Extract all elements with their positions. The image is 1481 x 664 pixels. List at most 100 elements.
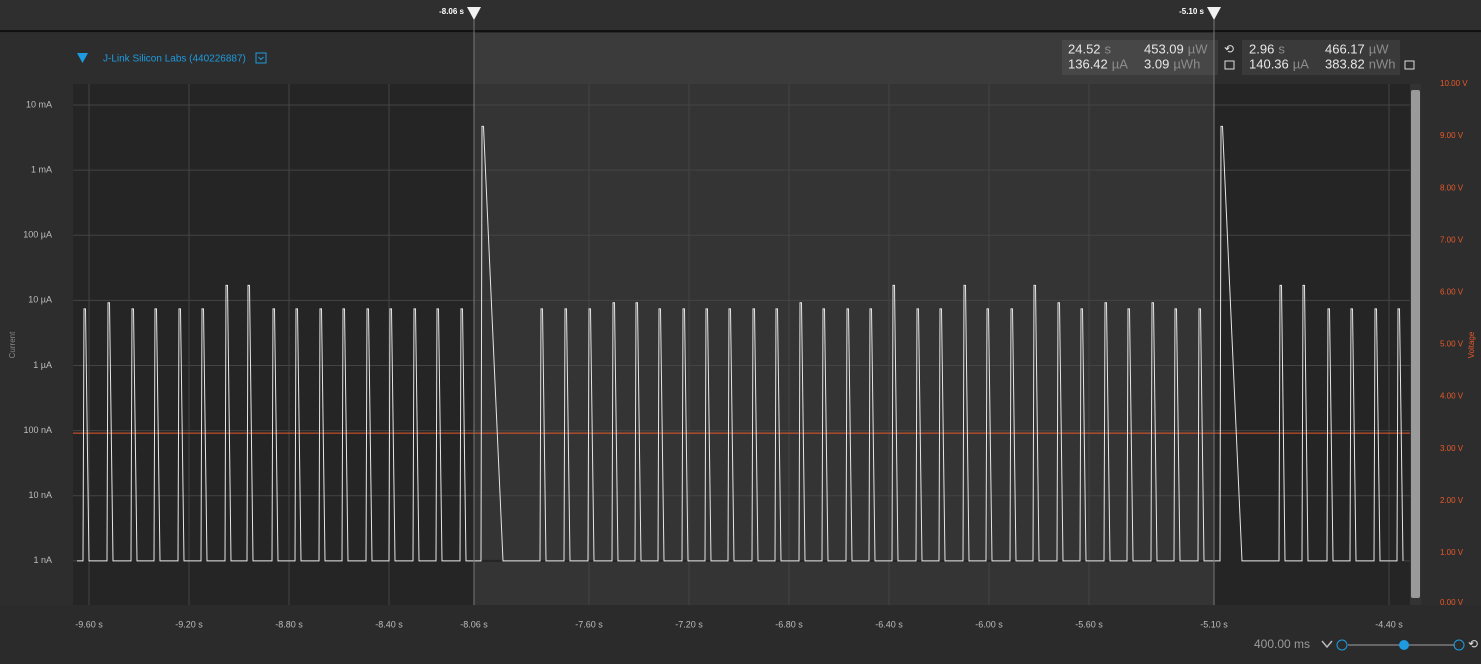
current-pulse: [1301, 284, 1309, 561]
pulse-gap: [342, 559, 348, 562]
scrollbar-thumb[interactable]: [1411, 90, 1420, 598]
y2-tick-label: 5.00 V: [1440, 340, 1464, 349]
current-pulse: [1326, 308, 1334, 561]
stat-value: 453.09: [1144, 41, 1184, 56]
current-pulse: [1126, 308, 1134, 561]
current-pulse: [704, 308, 712, 561]
pulse-gap: [272, 559, 278, 562]
pulse-gap: [178, 559, 184, 562]
current-pulse: [774, 308, 782, 561]
stat-value: 3.09: [1144, 56, 1169, 71]
collapse-icon[interactable]: [77, 53, 88, 63]
export-icon[interactable]: [1404, 60, 1415, 70]
stat-unit: s: [1278, 41, 1285, 56]
pulse-gap: [1104, 559, 1110, 562]
y2-tick-label: 0.00 V: [1440, 598, 1464, 607]
current-pulse: [271, 308, 279, 561]
selection-region: [474, 33, 1214, 605]
y-axis-label: Current: [8, 331, 17, 358]
pulse-gap: [939, 559, 945, 562]
current-pulse: [365, 308, 373, 561]
current-pulse: [412, 308, 420, 561]
stat-value: 136.42: [1068, 56, 1108, 71]
pulse-gap: [295, 559, 301, 562]
x-tick-label: -8.80 s: [275, 619, 303, 629]
pulse-gap: [564, 559, 570, 562]
current-pulse: [1197, 308, 1205, 561]
current-pulse: [1150, 302, 1158, 561]
reset-icon[interactable]: ⟲: [1224, 42, 1234, 56]
pulse-gap: [366, 559, 372, 562]
x-tick-label: -6.80 s: [775, 619, 803, 629]
current-pulse: [751, 308, 759, 561]
y-tick-label: 10 nA: [28, 490, 52, 500]
y2-tick-label: 6.00 V: [1440, 288, 1464, 297]
stat-value: 2.96: [1249, 41, 1274, 56]
current-pulse: [246, 284, 254, 561]
x-tick-label: -8.40 s: [375, 619, 403, 629]
x-tick-label: -4.40 s: [1375, 619, 1403, 629]
device-menu[interactable]: [255, 52, 267, 64]
stat-unit: s: [1105, 41, 1112, 56]
y2-axis-label: Voltage: [1467, 331, 1476, 358]
current-pulse: [891, 284, 899, 561]
export-icon[interactable]: [1224, 60, 1235, 70]
pulse-gap: [201, 559, 207, 562]
pulse-gap: [986, 559, 992, 562]
pulse-gap: [799, 559, 805, 562]
current-pulse: [1373, 308, 1381, 561]
marker-handle[interactable]: [1207, 7, 1221, 20]
current-pulse: [388, 308, 396, 561]
pulse-gap: [436, 559, 442, 562]
pulse-gap: [1057, 559, 1063, 562]
pulse-gap: [154, 559, 160, 562]
pulse-gap: [460, 559, 466, 562]
x-tick-label: -5.60 s: [1075, 619, 1103, 629]
pulse-gap: [1220, 559, 1242, 562]
pulse-gap: [588, 559, 594, 562]
pulse-gap: [682, 559, 688, 562]
y2-tick-label: 1.00 V: [1440, 548, 1464, 557]
stat-unit: µWh: [1173, 56, 1200, 71]
zoom-reset[interactable]: ⟲: [1468, 637, 1478, 651]
pulse-gap: [1151, 559, 1157, 562]
current-pulse: [435, 308, 443, 561]
zoom-level[interactable]: 400.00 ms: [1254, 637, 1310, 651]
pulse-gap: [846, 559, 852, 562]
current-pulse: [1349, 308, 1357, 561]
marker-label: -8.06 s: [439, 7, 464, 16]
y-tick-label: 1 µA: [33, 360, 52, 370]
x-tick-label: -6.40 s: [875, 619, 903, 629]
pulse-gap: [635, 559, 641, 562]
pulse-gap: [705, 559, 711, 562]
marker-bar: [0, 0, 1481, 30]
marker-handle[interactable]: [467, 7, 481, 20]
pulse-gap: [963, 559, 969, 562]
stat-value: 383.82: [1325, 56, 1365, 71]
x-tick-label: -8.06 s: [460, 619, 488, 629]
zoom-out[interactable]: [1336, 639, 1348, 651]
pulse-gap: [481, 559, 503, 562]
footer: [0, 608, 1481, 664]
current-pulse: [1056, 302, 1064, 561]
pulse-gap: [658, 559, 664, 562]
pulse-gap: [869, 559, 875, 562]
stat-unit: nWh: [1369, 56, 1396, 71]
pulse-gap: [892, 559, 898, 562]
pulse-gap: [1198, 559, 1204, 562]
y-tick-label: 10 mA: [26, 99, 52, 109]
y2-tick-label: 8.00 V: [1440, 183, 1464, 192]
pulse-gap: [1279, 559, 1285, 562]
pulse-gap: [1080, 559, 1086, 562]
current-pulse: [727, 308, 735, 561]
x-tick-label: -9.20 s: [175, 619, 203, 629]
current-pulse: [82, 308, 90, 561]
pulse-gap: [1327, 559, 1333, 562]
y2-tick-label: 7.00 V: [1440, 235, 1464, 244]
zoom-knob[interactable]: [1399, 640, 1409, 650]
pulse-gap: [83, 559, 89, 562]
y2-tick-label: 2.00 V: [1440, 496, 1464, 505]
current-pulse: [106, 302, 114, 561]
zoom-in[interactable]: [1453, 639, 1465, 651]
zoom-menu[interactable]: [1321, 640, 1333, 649]
